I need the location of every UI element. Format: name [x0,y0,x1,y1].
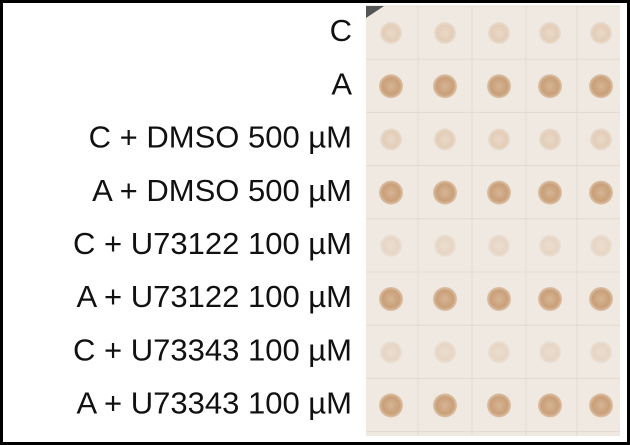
dot [590,341,612,364]
dot [589,287,613,311]
dot [434,341,456,364]
dot [487,287,511,311]
dot [589,74,613,99]
dot [433,287,457,311]
row-label: C [330,13,352,48]
dot [487,180,511,205]
dot [380,341,402,364]
dot [434,234,456,257]
dot [488,128,510,151]
dot [589,180,613,205]
dot [589,393,613,418]
row-label: C + U73343 100 µM [73,332,352,367]
dot [538,287,562,311]
row-label: C + U73122 100 µM [73,226,352,261]
dot [433,74,457,99]
dot [590,234,612,257]
dot [487,74,511,99]
corner-mark [366,6,384,18]
row-label: A + U73122 100 µM [76,279,352,314]
dot [380,234,402,257]
dot [538,393,562,418]
row-label: C + DMSO 500 µM [89,120,352,155]
dot [488,341,510,364]
dot [379,393,403,418]
dot [539,234,561,257]
dot [434,22,456,44]
row-label: A + U73343 100 µM [76,386,352,421]
dot [539,128,561,151]
dot [380,22,402,44]
blot-image [366,6,620,436]
dot [379,180,403,205]
dot [590,22,612,44]
dot [590,128,612,151]
dot [433,180,457,205]
row-label: A [331,66,352,101]
dot [539,341,561,364]
dot [379,74,403,99]
dot [379,287,403,311]
dot [487,393,511,418]
dot [488,22,510,44]
dot [538,74,562,99]
dot [433,393,457,418]
dot [380,128,402,151]
dot [538,180,562,205]
dot [488,234,510,257]
dot [434,128,456,151]
row-label: A + DMSO 500 µM [92,173,352,208]
dot [539,22,561,44]
